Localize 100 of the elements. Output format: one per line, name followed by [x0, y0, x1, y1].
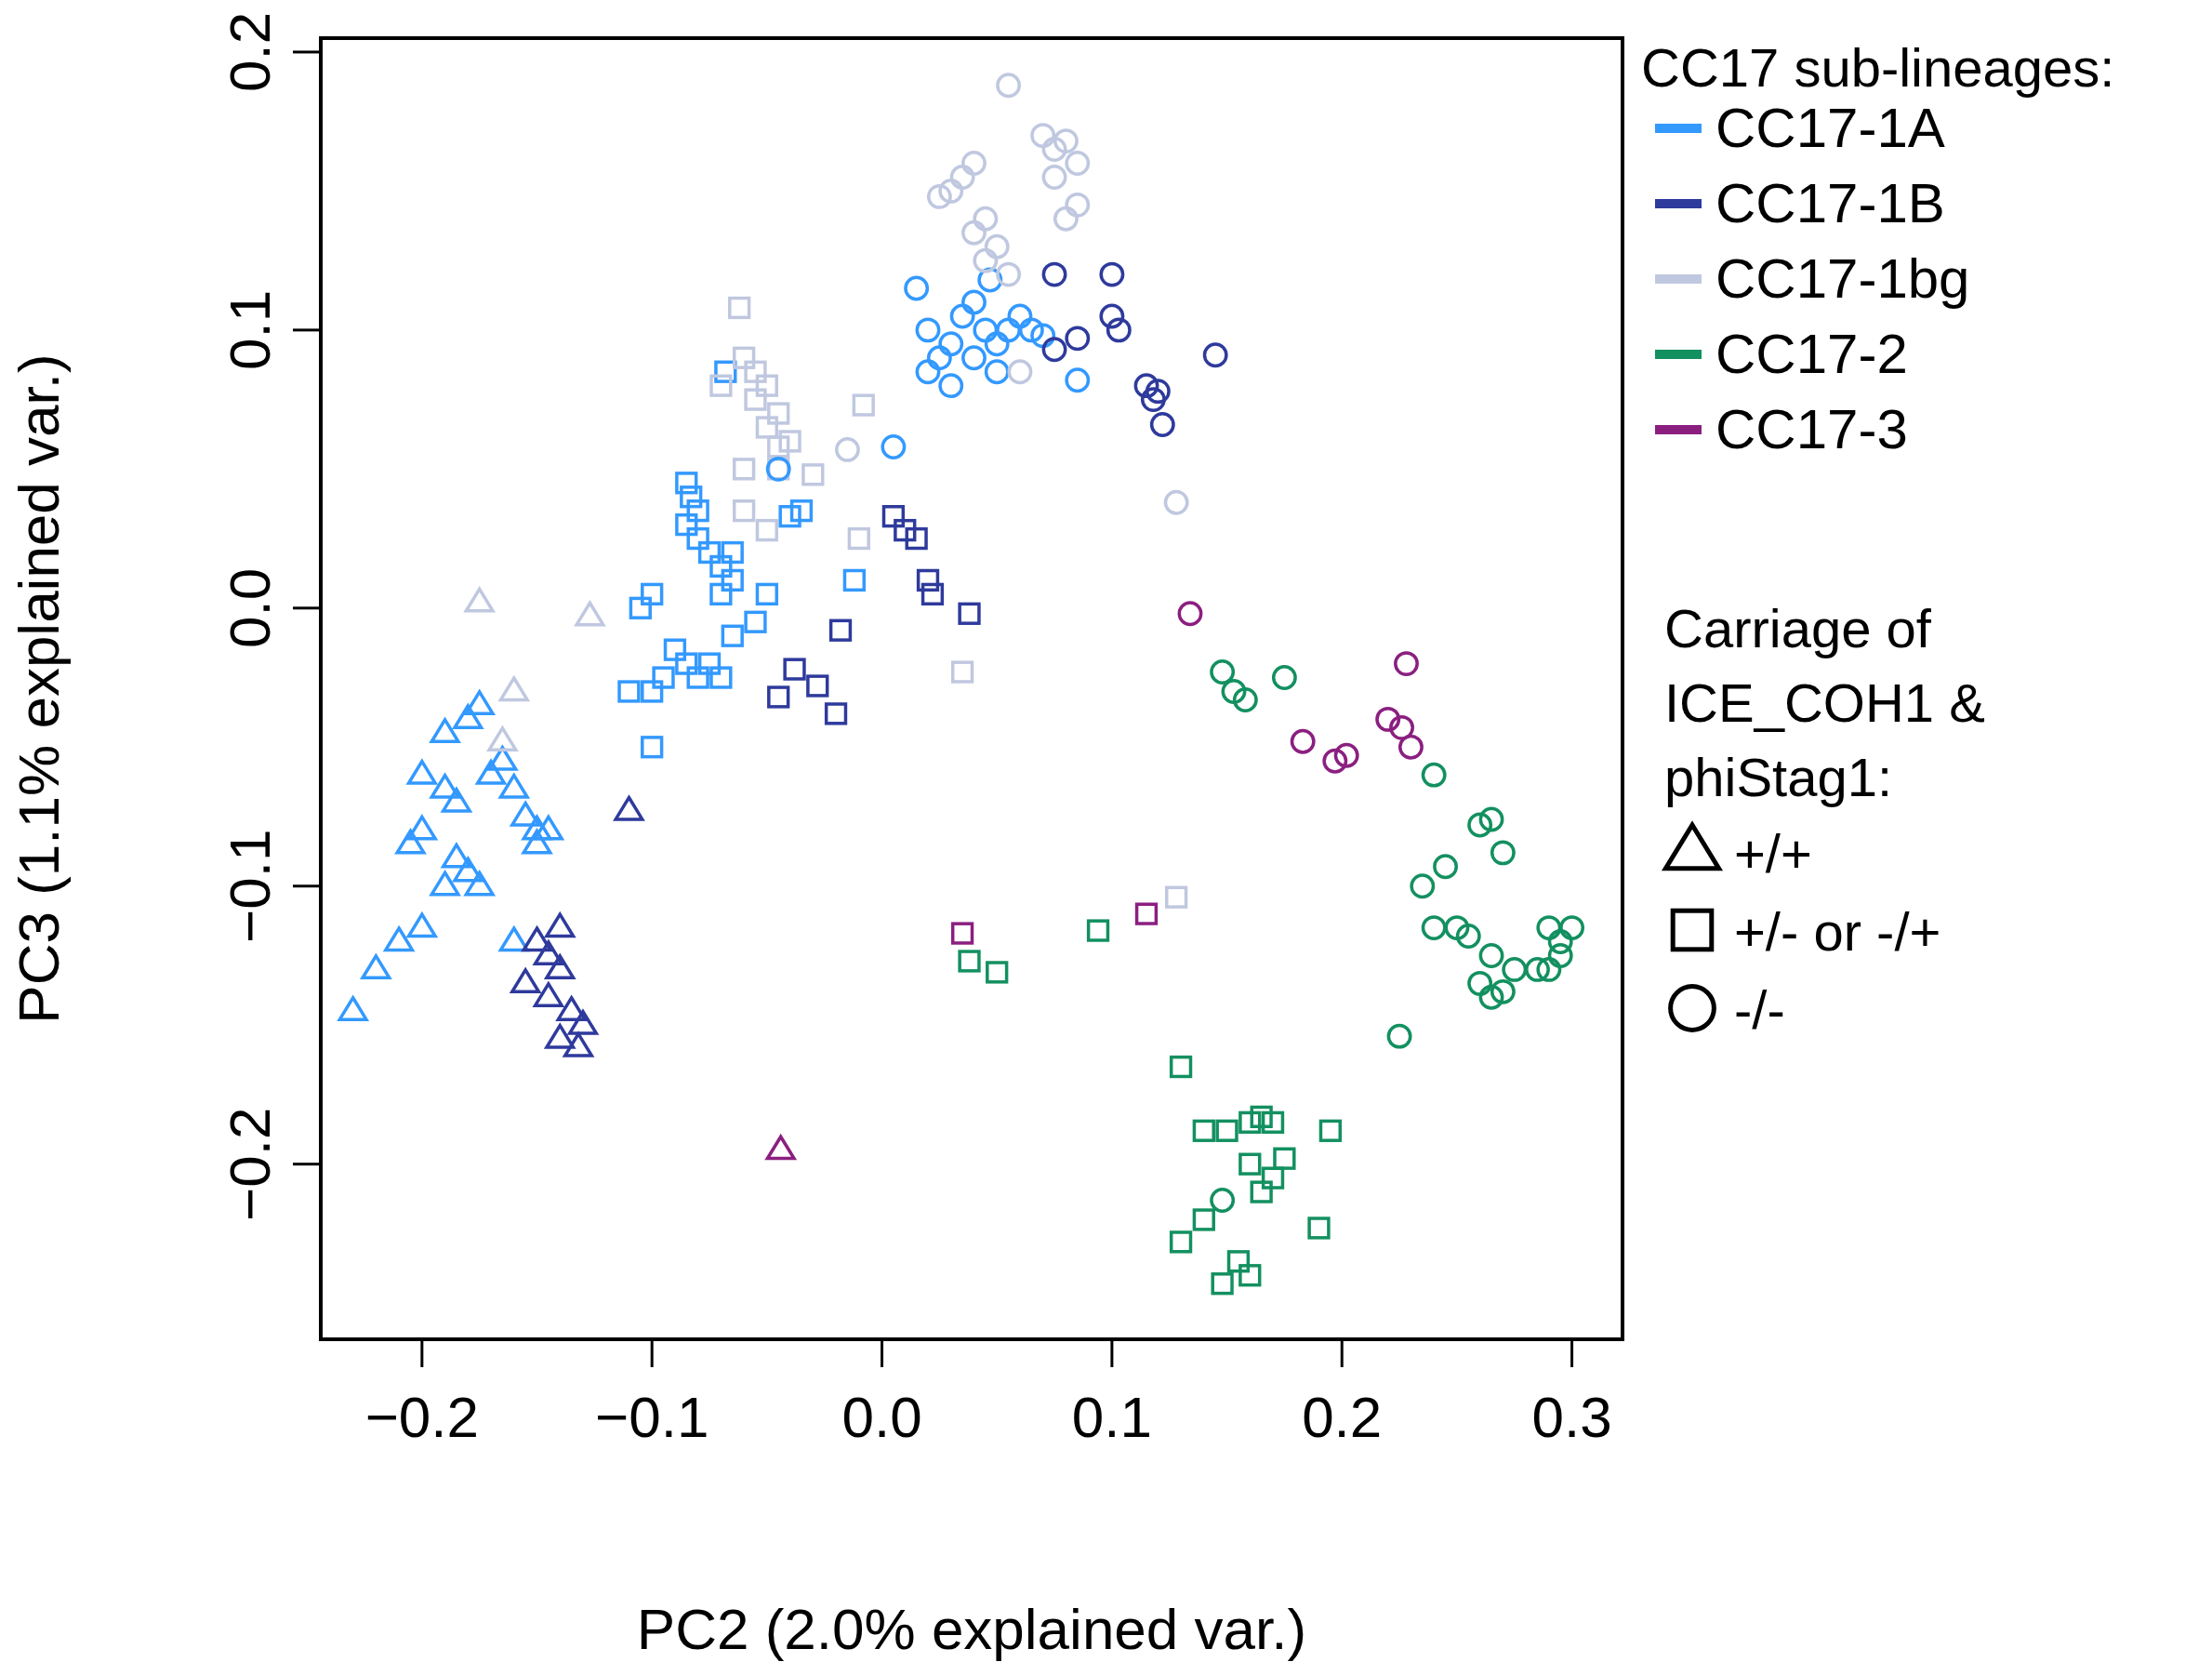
point: [1536, 915, 1562, 941]
point: [961, 345, 987, 371]
point: [806, 674, 829, 698]
point: [915, 359, 941, 385]
point: [926, 345, 952, 371]
point: [958, 602, 981, 625]
point: [921, 582, 945, 606]
point: [686, 666, 709, 689]
point: [1467, 812, 1493, 838]
point: [834, 436, 860, 462]
text: +/- or -/+: [1734, 901, 1941, 962]
point: [961, 289, 987, 315]
y-tick-label: 0.2: [218, 11, 282, 93]
point: [1467, 970, 1493, 996]
point: [996, 73, 1022, 99]
point: [894, 518, 917, 542]
x-tick-label: 0.2: [1302, 1385, 1383, 1449]
point: [986, 961, 1009, 984]
point: [1099, 261, 1125, 287]
point: [778, 505, 801, 528]
point: [1053, 128, 1079, 154]
point: [828, 618, 853, 642]
point: [767, 435, 790, 459]
point: [1386, 1023, 1412, 1049]
point: [996, 317, 1022, 343]
point: [1133, 373, 1159, 399]
point: [1271, 665, 1297, 690]
point: [1163, 489, 1189, 515]
point: [721, 568, 744, 592]
point: [1559, 915, 1585, 941]
point: [1215, 1119, 1238, 1142]
point: [958, 950, 981, 973]
point: [1226, 1250, 1251, 1273]
point: [767, 402, 790, 425]
point: [1525, 956, 1550, 982]
x-tick-label: 0.1: [1071, 1385, 1152, 1449]
point: [783, 658, 806, 681]
point: [1106, 317, 1132, 343]
point: [680, 485, 703, 509]
point: [709, 554, 733, 578]
point: [916, 568, 940, 592]
point: [950, 922, 974, 945]
point: [686, 499, 709, 523]
point: [675, 652, 698, 675]
point: [652, 666, 675, 689]
point: [641, 736, 664, 759]
point: [1086, 919, 1110, 942]
point: [641, 582, 664, 606]
point: [1164, 885, 1188, 909]
point: [697, 540, 722, 565]
point: [709, 582, 733, 606]
point: [1169, 1055, 1193, 1079]
point: [973, 317, 999, 343]
point: [1065, 192, 1091, 218]
point: [1177, 601, 1203, 627]
point: [641, 680, 664, 703]
y-axis-title: PC3 (1.1% explained var.): [7, 353, 71, 1024]
point: [1397, 734, 1424, 760]
point: [1210, 1188, 1236, 1213]
point: [1202, 342, 1228, 368]
text: -/-: [1734, 979, 1785, 1040]
point: [1261, 1166, 1285, 1190]
point: [984, 359, 1010, 385]
point: [617, 680, 641, 703]
point: [732, 458, 756, 481]
point: [1318, 1119, 1343, 1142]
point: [675, 512, 698, 537]
point: [1389, 714, 1414, 740]
point: [1490, 840, 1516, 866]
point: [881, 505, 906, 528]
point: [973, 247, 999, 273]
point: [1041, 165, 1067, 190]
point: [721, 540, 744, 565]
point: [1490, 978, 1516, 1004]
point: [1433, 854, 1458, 880]
y-tick-label: −0.2: [218, 1107, 282, 1221]
point: [1030, 123, 1056, 149]
point: [1547, 943, 1573, 968]
point: [1018, 317, 1044, 343]
point: [1145, 379, 1171, 405]
point: [949, 303, 975, 329]
point: [1192, 1119, 1215, 1142]
point: [1221, 679, 1247, 704]
point: [1238, 1152, 1262, 1176]
point: [1007, 303, 1033, 329]
point: [1169, 1230, 1193, 1254]
y-tick-label: 0.1: [218, 289, 282, 370]
point: [881, 433, 907, 459]
point: [1134, 902, 1159, 925]
point: [1333, 742, 1359, 768]
point: [1322, 748, 1348, 774]
point: [732, 346, 756, 369]
point: [949, 165, 975, 190]
point: [950, 660, 974, 684]
point: [629, 596, 652, 619]
point: [721, 624, 744, 647]
point: [1421, 762, 1447, 788]
point: [744, 360, 767, 383]
point: [755, 374, 779, 397]
point: [1536, 956, 1562, 982]
